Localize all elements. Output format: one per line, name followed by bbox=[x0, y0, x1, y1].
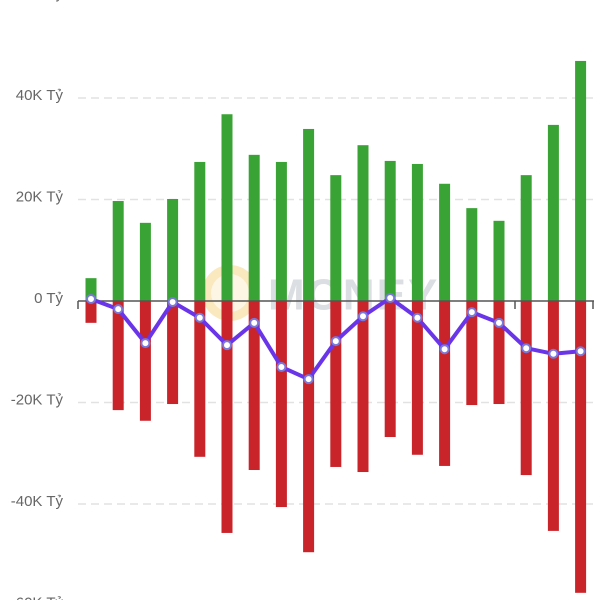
line-point bbox=[140, 338, 151, 349]
bar bbox=[112, 201, 124, 301]
y-tick-label: 60K Tỷ bbox=[16, 0, 64, 2]
line-point bbox=[167, 297, 178, 308]
line-point bbox=[222, 340, 232, 351]
bar bbox=[520, 301, 532, 476]
bar bbox=[330, 301, 342, 467]
y-tick-label: -20K Tỷ bbox=[11, 391, 64, 408]
bar bbox=[221, 301, 233, 533]
line-point bbox=[521, 343, 532, 354]
bar bbox=[112, 301, 124, 411]
bar bbox=[303, 128, 315, 301]
bar bbox=[547, 301, 559, 531]
bar bbox=[439, 301, 451, 466]
y-tick-label: 0 Tỷ bbox=[34, 290, 63, 307]
line-point bbox=[194, 312, 205, 323]
bar bbox=[384, 301, 396, 438]
bar bbox=[384, 160, 396, 301]
line-point bbox=[439, 344, 450, 355]
bar bbox=[194, 301, 206, 457]
bar bbox=[466, 301, 478, 406]
line-point bbox=[330, 336, 341, 347]
bar bbox=[194, 161, 206, 301]
line-point bbox=[575, 346, 586, 357]
bar bbox=[493, 220, 505, 301]
bar bbox=[248, 301, 260, 470]
bar bbox=[167, 301, 179, 405]
bar bbox=[139, 301, 151, 421]
line-point bbox=[548, 348, 559, 359]
y-tick-label: 20K Tỷ bbox=[16, 188, 64, 205]
bar bbox=[547, 124, 559, 302]
bar bbox=[330, 175, 342, 301]
bar bbox=[520, 175, 532, 301]
line-point bbox=[113, 304, 124, 315]
bar bbox=[248, 154, 260, 301]
y-tick-label: 40K Tỷ bbox=[16, 87, 64, 104]
line-point bbox=[249, 317, 260, 328]
line-point bbox=[494, 317, 504, 328]
line-point bbox=[358, 311, 368, 322]
bar bbox=[167, 198, 179, 301]
bar bbox=[357, 301, 369, 473]
line-point bbox=[303, 374, 314, 385]
line-point bbox=[466, 307, 477, 318]
line-point bbox=[276, 361, 287, 372]
bar bbox=[275, 301, 287, 508]
bar bbox=[439, 183, 451, 301]
bar bbox=[411, 301, 423, 455]
line-point bbox=[385, 292, 396, 303]
bar bbox=[575, 60, 587, 301]
bar bbox=[411, 163, 423, 301]
bar bbox=[221, 114, 233, 302]
line-point bbox=[412, 312, 423, 323]
line-point bbox=[86, 293, 96, 304]
bar bbox=[139, 222, 151, 301]
bar bbox=[493, 301, 505, 405]
bar bbox=[357, 145, 369, 301]
bar bbox=[303, 301, 315, 553]
bar bbox=[85, 278, 97, 301]
bar bbox=[275, 161, 287, 301]
bar bbox=[466, 208, 478, 301]
bar bbox=[85, 301, 97, 323]
y-tick-label: -40K Tỷ bbox=[11, 493, 64, 510]
bar bbox=[575, 301, 587, 593]
y-tick-label: -60K Tỷ bbox=[11, 594, 64, 600]
